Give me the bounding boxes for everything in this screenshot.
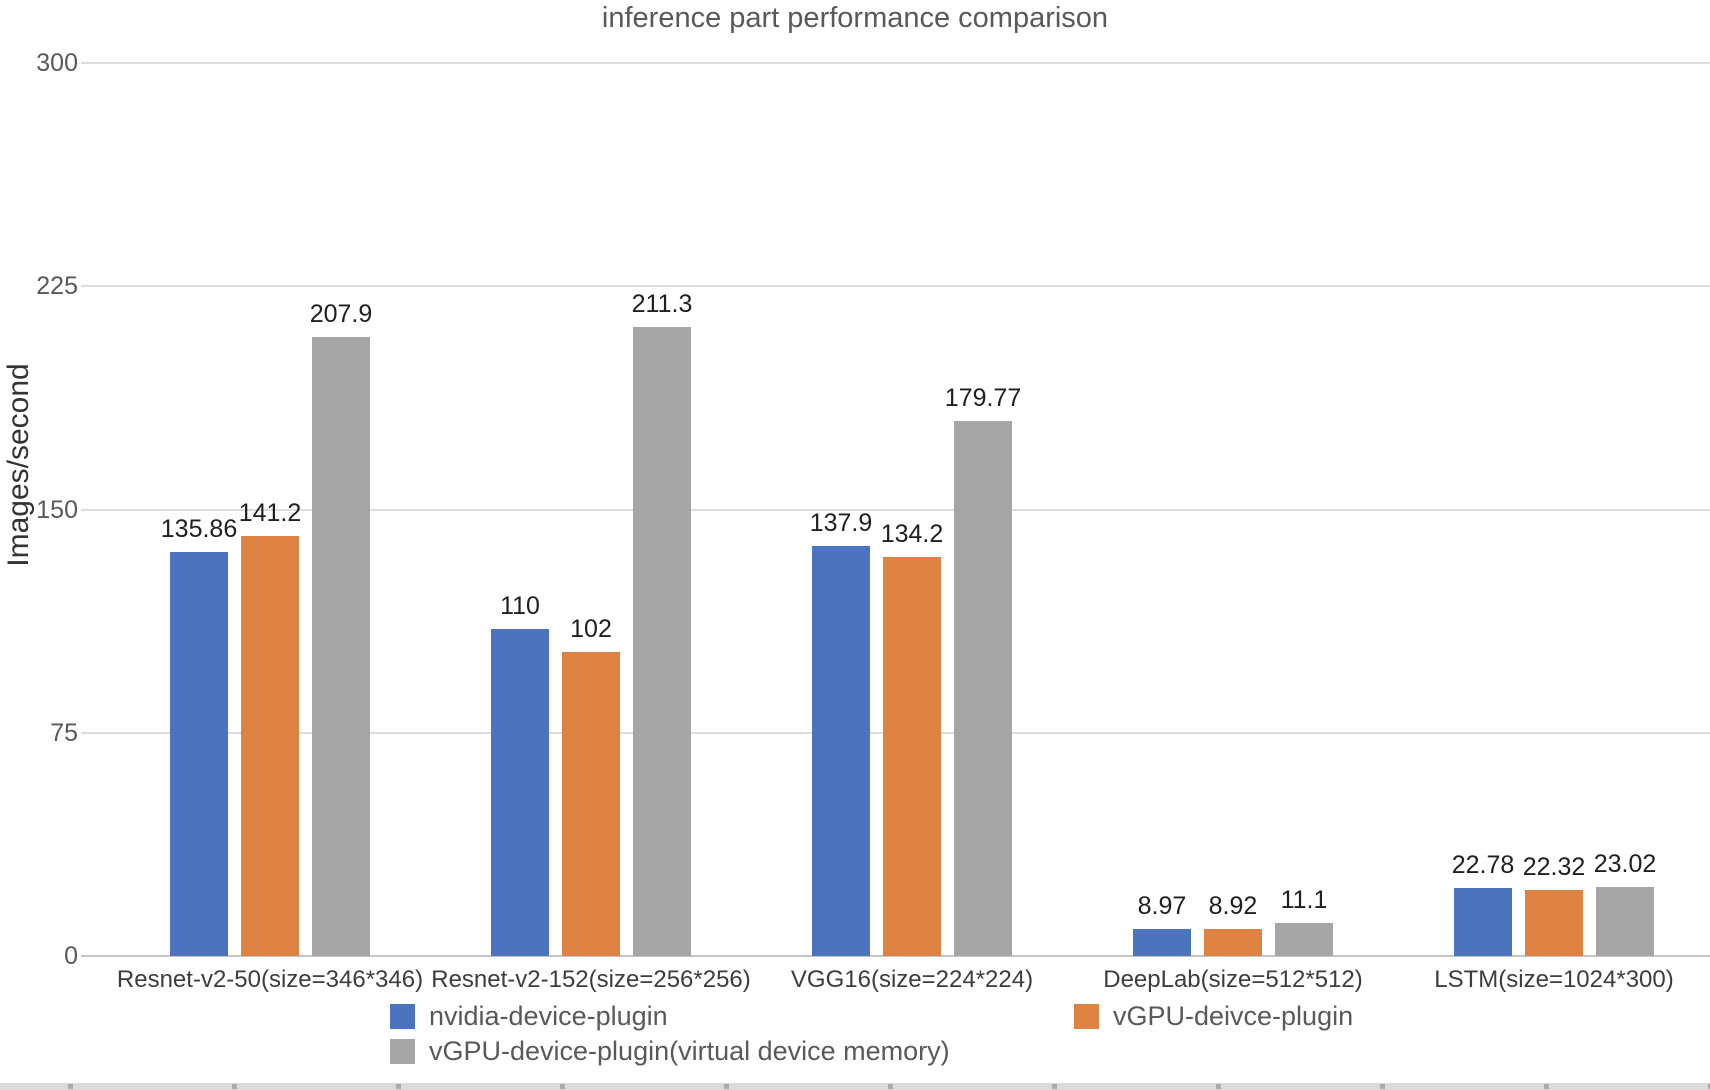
ruler-tick [1052, 1084, 1057, 1089]
y-tick-label: 75 [50, 718, 78, 747]
bar-vGPU-device-plugin(virtual device memory) [954, 420, 1012, 956]
value-label: 23.02 [1593, 850, 1657, 879]
y-tick-label: 0 [64, 942, 78, 970]
ruler-tick [68, 1084, 73, 1089]
ruler-tick [1544, 1084, 1549, 1089]
legend-item: vGPU-device-plugin(virtual device memory… [390, 1036, 950, 1066]
bar-nvidia-device-plugin [1133, 929, 1191, 956]
bar-vGPU-device-plugin(virtual device memory) [312, 337, 370, 956]
bar-vGPU-deivce-plugin [883, 556, 941, 956]
bar-vGPU-device-plugin(virtual device memory) [1275, 922, 1333, 956]
x-axis-line [81, 955, 1710, 957]
bar-vGPU-deivce-plugin [241, 535, 299, 956]
legend-label: vGPU-deivce-plugin [1113, 1000, 1354, 1031]
y-tick-mark [81, 508, 95, 511]
y-tick-label: 150 [36, 495, 78, 524]
legend-swatch-icon [390, 1038, 415, 1064]
y-tick-label: 225 [36, 272, 78, 301]
value-label: 135.86 [160, 514, 238, 543]
value-label: 207.9 [309, 300, 373, 329]
bar-nvidia-device-plugin [1454, 888, 1512, 956]
gridline [81, 285, 1710, 288]
bar-vGPU-deivce-plugin [1204, 929, 1262, 956]
value-label: 110 [500, 591, 540, 620]
value-label: 141.2 [238, 498, 302, 527]
gridline [81, 62, 1710, 64]
value-label: 11.1 [1280, 885, 1328, 914]
value-label: 137.9 [809, 508, 873, 537]
x-category-label: LSTM(size=1024*300) [1434, 966, 1674, 993]
x-category-label: VGG16(size=224*224) [790, 966, 1034, 993]
ruler-tick [1708, 1084, 1710, 1089]
bar-vGPU-device-plugin(virtual device memory) [633, 327, 691, 956]
bar-nvidia-device-plugin [170, 551, 228, 956]
value-label: 8.97 [1137, 892, 1187, 921]
y-tick-label: 300 [36, 49, 78, 77]
value-label: 102 [570, 615, 612, 644]
ruler-tick [888, 1084, 893, 1089]
bar-vGPU-device-plugin(virtual device memory) [1596, 887, 1654, 956]
y-tick-mark [81, 62, 95, 64]
y-tick-mark [81, 955, 95, 957]
x-category-label: DeepLab(size=512*512) [1103, 966, 1363, 993]
bar-nvidia-device-plugin [812, 545, 870, 956]
y-tick-mark [81, 731, 95, 734]
ruler-tick [1380, 1084, 1385, 1089]
legend-swatch-icon [390, 1003, 415, 1029]
legend-label: vGPU-device-plugin(virtual device memory… [429, 1035, 950, 1066]
legend-item: vGPU-deivce-plugin [1074, 1001, 1353, 1031]
value-label: 8.92 [1208, 892, 1258, 921]
x-category-label: Resnet-v2-152(size=256*256) [431, 966, 751, 993]
legend-label: nvidia-device-plugin [429, 1000, 668, 1031]
legend-swatch-icon [1074, 1003, 1099, 1029]
plot-area: 135.86 141.2 207.9 110 102 211.3 137.9 134.2 179… [81, 62, 1710, 957]
value-label: 22.78 [1451, 851, 1515, 880]
value-label: 22.32 [1522, 852, 1586, 881]
ruler-tick [560, 1084, 565, 1089]
bar-vGPU-deivce-plugin [562, 652, 620, 956]
chart-title: inference part performance comparison [601, 2, 1109, 34]
y-tick-mark [81, 285, 95, 288]
ruler-tick [1216, 1084, 1221, 1089]
bar-nvidia-device-plugin [491, 628, 549, 956]
value-label: 211.3 [631, 290, 693, 319]
x-category-label: Resnet-v2-50(size=346*346) [116, 966, 424, 993]
value-label: 179.77 [944, 383, 1022, 412]
ruler-tick [396, 1084, 401, 1089]
bar-vGPU-deivce-plugin [1525, 889, 1583, 956]
legend-item: nvidia-device-plugin [390, 1001, 668, 1031]
ruler-tick [724, 1084, 729, 1089]
value-label: 134.2 [880, 519, 944, 548]
ruler-tick [232, 1084, 237, 1089]
gridline [81, 508, 1710, 511]
bottom-ruler-strip [0, 1083, 1710, 1090]
y-axis-title: Images/second [2, 363, 35, 567]
